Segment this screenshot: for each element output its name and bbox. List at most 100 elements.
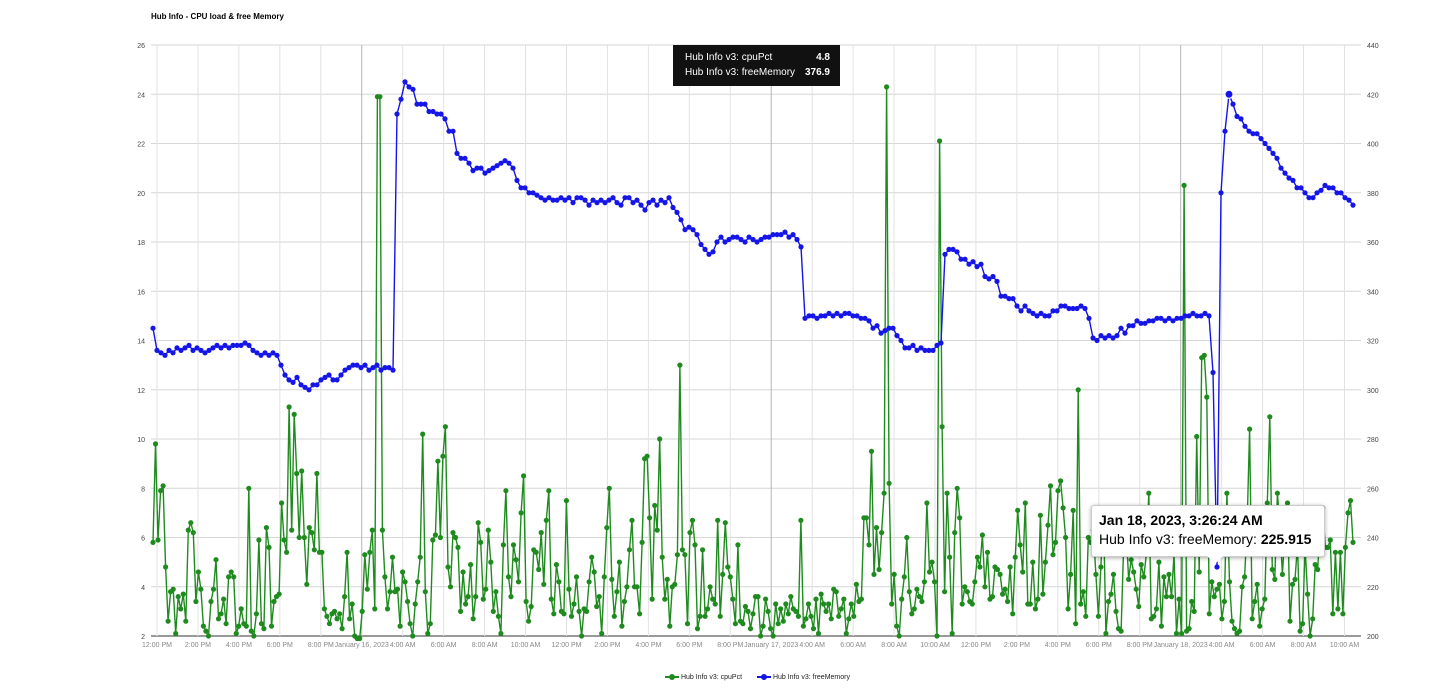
data-point-cpu bbox=[548, 596, 554, 602]
data-point-cpu bbox=[679, 547, 686, 553]
data-point-cpu bbox=[705, 606, 711, 612]
data-point-memory bbox=[1046, 313, 1052, 319]
data-point-memory bbox=[854, 313, 860, 319]
data-point-cpu bbox=[964, 589, 970, 595]
data-point-cpu bbox=[1052, 539, 1059, 546]
data-point-memory bbox=[806, 313, 812, 319]
data-point-memory bbox=[430, 108, 436, 115]
data-point-cpu bbox=[1075, 387, 1081, 393]
data-point-memory bbox=[494, 163, 500, 169]
data-point-memory bbox=[614, 200, 620, 206]
data-point-memory bbox=[222, 342, 228, 348]
legend-item-cpu[interactable]: Hub Info v3: cpuPct bbox=[665, 674, 742, 681]
tooltip-pointer bbox=[1206, 555, 1224, 564]
data-point-memory bbox=[1194, 313, 1200, 319]
data-point-cpu bbox=[949, 630, 955, 637]
data-point-cpu bbox=[1047, 483, 1054, 489]
data-point-memory bbox=[906, 345, 912, 351]
data-point-cpu bbox=[1032, 606, 1038, 612]
data-point-memory bbox=[426, 108, 432, 115]
data-point-memory bbox=[1318, 187, 1324, 193]
data-point-cpu bbox=[732, 621, 739, 627]
data-point-cpu bbox=[248, 628, 254, 634]
data-point-cpu bbox=[634, 584, 640, 590]
tooltip-value: 225.915 bbox=[1260, 531, 1312, 547]
data-point-memory bbox=[774, 232, 780, 238]
chart-legend: Hub Info v3: cpuPct Hub Info v3: freeMem… bbox=[0, 674, 1432, 686]
y-right-tick-label: 280 bbox=[1367, 437, 1379, 444]
legend-item-memory[interactable]: Hub Info v3: freeMemory bbox=[757, 674, 850, 681]
data-point-cpu bbox=[672, 581, 678, 587]
data-point-cpu bbox=[770, 633, 776, 639]
data-point-memory bbox=[574, 195, 580, 201]
data-point-cpu bbox=[823, 608, 829, 615]
data-point-memory bbox=[1118, 325, 1124, 331]
data-point-memory bbox=[342, 367, 348, 373]
data-point-memory bbox=[482, 170, 488, 176]
y-left-tick-label: 8 bbox=[141, 486, 145, 493]
data-point-memory bbox=[186, 342, 192, 348]
data-point-memory bbox=[374, 362, 380, 368]
data-point-cpu bbox=[1264, 500, 1270, 506]
data-point-cpu bbox=[818, 591, 824, 597]
data-point-cpu bbox=[238, 606, 244, 612]
data-point-cpu bbox=[619, 623, 625, 629]
data-point-memory bbox=[514, 177, 520, 183]
data-point-memory bbox=[1178, 315, 1184, 321]
data-point-memory bbox=[398, 96, 404, 102]
data-point-cpu bbox=[1141, 574, 1147, 580]
data-point-memory bbox=[1054, 308, 1060, 314]
data-point-cpu bbox=[193, 598, 199, 605]
data-point-cpu bbox=[170, 586, 176, 592]
y-left-tick-label: 14 bbox=[137, 339, 145, 346]
data-point-cpu bbox=[379, 527, 385, 533]
data-point-memory bbox=[610, 195, 616, 201]
data-point-cpu bbox=[480, 596, 486, 602]
data-point-memory bbox=[1266, 145, 1272, 151]
data-point-cpu bbox=[1191, 608, 1197, 615]
x-tick-label: 12:00 PM bbox=[142, 642, 172, 649]
data-point-memory bbox=[658, 197, 664, 203]
y-right-tick-label: 300 bbox=[1367, 388, 1379, 395]
y-right-tick-label: 420 bbox=[1367, 92, 1379, 99]
data-point-memory bbox=[846, 310, 852, 316]
data-point-cpu bbox=[1257, 623, 1263, 629]
data-point-memory bbox=[390, 367, 396, 373]
data-point-memory bbox=[1090, 335, 1096, 341]
data-point-cpu bbox=[1211, 594, 1217, 600]
hover-label-memory: Hub Info v3: freeMemory bbox=[685, 67, 796, 78]
data-point-cpu bbox=[1108, 591, 1114, 597]
data-point-memory bbox=[1314, 190, 1320, 196]
data-point-cpu bbox=[1068, 571, 1074, 578]
data-point-cpu bbox=[783, 601, 789, 607]
data-point-memory bbox=[1186, 313, 1192, 319]
data-point-memory bbox=[466, 160, 472, 166]
data-point-memory bbox=[686, 224, 692, 230]
data-point-cpu bbox=[556, 579, 562, 585]
data-point-cpu bbox=[599, 630, 605, 637]
data-point-cpu bbox=[1000, 591, 1006, 597]
data-point-memory bbox=[1042, 313, 1048, 319]
data-point-memory bbox=[290, 379, 296, 385]
data-point-cpu bbox=[853, 581, 860, 587]
data-point-cpu bbox=[367, 549, 373, 555]
data-point-cpu bbox=[815, 630, 822, 637]
data-point-cpu bbox=[1078, 601, 1084, 607]
data-point-cpu bbox=[904, 534, 910, 541]
data-point-cpu bbox=[150, 539, 156, 546]
data-point-memory bbox=[218, 345, 224, 351]
data-point-cpu bbox=[281, 537, 287, 543]
data-point-memory bbox=[670, 204, 676, 211]
data-point-cpu bbox=[810, 626, 817, 632]
data-point-cpu bbox=[664, 576, 670, 583]
data-point-memory bbox=[546, 195, 552, 201]
y-right-tick-label: 220 bbox=[1367, 585, 1379, 592]
data-point-cpu bbox=[755, 594, 761, 600]
data-point-cpu bbox=[568, 613, 575, 619]
data-point-cpu bbox=[1300, 621, 1306, 627]
data-point-memory bbox=[1086, 315, 1092, 321]
data-point-cpu bbox=[747, 626, 754, 632]
data-point-memory bbox=[802, 315, 808, 321]
x-tick-label: 8:00 AM bbox=[1291, 642, 1317, 649]
